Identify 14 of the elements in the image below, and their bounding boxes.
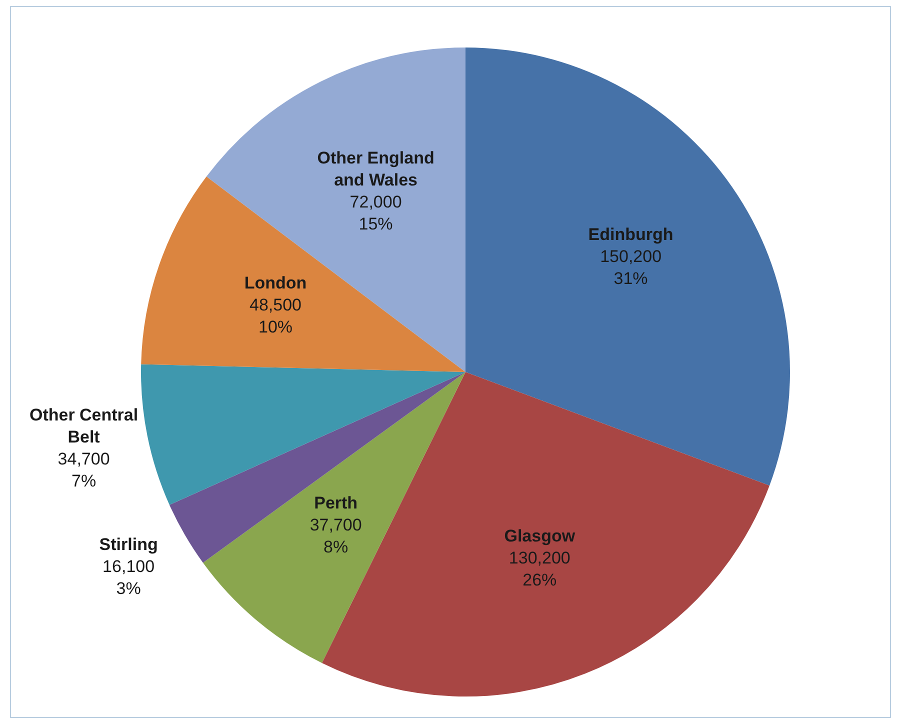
data-label: 16,100 3% <box>102 556 155 598</box>
data-label: 150,200 31% <box>600 246 662 288</box>
data-label: 130,200 26% <box>508 548 570 590</box>
slice-label: Other England and Wales <box>317 148 434 190</box>
slice-label: Glasgow <box>504 526 576 546</box>
data-label: 37,700 8% <box>310 516 362 557</box>
slice-label: Edinburgh <box>588 224 674 244</box>
data-label: 72,000 15% <box>350 192 402 234</box>
slice-label: Stirling <box>99 534 158 554</box>
data-label: 34,700 7% <box>58 450 110 491</box>
slice-label: London <box>244 274 307 293</box>
slice-label: Other Central Belt <box>29 406 138 447</box>
data-label: 48,500 10% <box>250 296 302 337</box>
slice-label: Perth <box>314 494 358 513</box>
